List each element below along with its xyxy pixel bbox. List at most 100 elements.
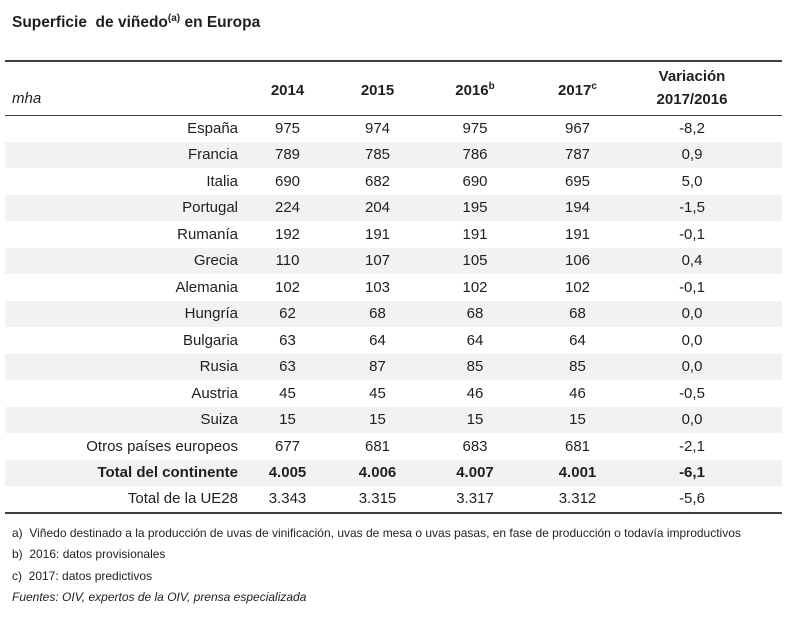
row-label: Rumanía — [177, 225, 238, 243]
year-value: 110 — [275, 252, 300, 270]
year-value: 194 — [564, 199, 591, 217]
year-value: 68 — [369, 305, 386, 323]
year-value: 64 — [569, 331, 586, 349]
row-label: Portugal — [182, 199, 238, 217]
table-row: Otros países europeos 677 681 683 681 -2,1 — [5, 433, 782, 460]
year-value: 785 — [364, 146, 391, 164]
year-value: 4.006 — [358, 464, 397, 482]
table-row: Bulgaria 63 64 64 64 0,0 — [5, 327, 782, 354]
col-header-2015: 2015 — [330, 61, 425, 116]
row-label: Italia — [206, 172, 238, 190]
year-value: 192 — [274, 225, 301, 243]
year-label: 2017 — [558, 81, 592, 99]
row-label: Francia — [187, 146, 238, 164]
variation-value: -1,5 — [679, 199, 705, 217]
table-row: Total del continente 4.005 4.006 4.007 4.001… — [5, 459, 782, 487]
year-value: 103 — [364, 278, 391, 296]
table-row: Total de la UE28 3.343 3.315 3.317 3.312 -5,6 — [5, 486, 782, 513]
table-row: Rusia 63 87 85 85 0,0 — [5, 353, 782, 381]
year-value: 191 — [364, 225, 391, 243]
year-value: 4.007 — [456, 464, 494, 482]
year-value: 3.315 — [358, 490, 397, 508]
variation-value: 0,0 — [681, 305, 703, 323]
footnote-c: c) 2017: datos predictivos — [12, 568, 153, 583]
row-label: Otros países europeos — [86, 437, 238, 455]
table-row: Alemania 102 103 102 102 -0,1 — [5, 274, 782, 301]
year-value: 681 — [364, 437, 391, 455]
variation-value: -0,1 — [679, 278, 705, 296]
row-label: Alemania — [175, 278, 238, 296]
year-value: 46 — [569, 384, 586, 402]
variation-value: -2,1 — [679, 437, 705, 455]
year-value: 68 — [569, 305, 586, 323]
year-value: 690 — [274, 172, 301, 190]
year-value: 682 — [364, 172, 391, 190]
table-row: Grecia 110 107 105 106 0,4 — [5, 247, 782, 275]
variation-value: -0,5 — [679, 384, 705, 402]
year-value: 107 — [364, 252, 391, 270]
table-row: Hungría 62 68 68 68 0,0 — [5, 300, 782, 328]
year-value: 3.343 — [268, 490, 307, 508]
variation-value: 0,9 — [681, 146, 703, 164]
year-value: 102 — [274, 278, 301, 296]
year-value: 204 — [364, 199, 391, 217]
report-page: Superficie de viñedo(a) en Europa mha 20… — [5, 8, 782, 609]
year-value: 106 — [564, 252, 591, 270]
year-value: 224 — [274, 199, 301, 217]
year-value: 191 — [462, 225, 488, 243]
row-label: Suiza — [200, 411, 238, 429]
col-header-2017: 2017c — [525, 61, 630, 116]
variation-label-line1: Variación — [658, 68, 726, 86]
variation-value: -5,6 — [679, 490, 705, 508]
variation-value: 0,4 — [681, 252, 703, 270]
table-row: Francia 789 785 786 787 0,9 — [5, 141, 782, 169]
year-value: 15 — [466, 411, 484, 429]
year-value: 789 — [274, 146, 301, 164]
title-footnote-marker: (a) — [167, 13, 181, 24]
year-value: 3.312 — [558, 490, 597, 508]
year-value: 62 — [279, 305, 296, 323]
table-row: Rumanía 192 191 191 191 -0,1 — [5, 221, 782, 248]
variation-value: -0,1 — [679, 225, 705, 243]
year-value: 87 — [369, 358, 386, 376]
unit-label: mha — [5, 61, 245, 116]
year-value: 15 — [569, 411, 586, 429]
page-title: Superficie de viñedo(a) en Europa — [5, 8, 782, 34]
col-header-2016: 2016b — [425, 61, 525, 116]
table-row: Suiza 15 15 15 15 0,0 — [5, 406, 782, 434]
row-label: Austria — [191, 384, 238, 402]
year-value: 3.317 — [456, 490, 494, 508]
table-row: Italia 690 682 690 695 5,0 — [5, 168, 782, 195]
footnote-marker: c — [591, 80, 597, 92]
year-value: 681 — [564, 437, 591, 455]
variation-value: 5,0 — [681, 172, 703, 190]
footnote-marker: b — [488, 80, 495, 92]
table-header: mha 2014 2015 2016b 2017c Variación 2017/… — [5, 61, 782, 116]
col-header-variation: Variación 2017/2016 — [630, 61, 782, 116]
title-suffix: en Europa — [180, 14, 261, 32]
variation-value: -8,2 — [679, 120, 705, 138]
year-value: 102 — [462, 278, 488, 296]
year-value: 195 — [462, 199, 488, 217]
year-value: 4.001 — [558, 464, 597, 482]
table-body: España 975 974 975 967 -8,2 Francia 789 785 786 78… — [5, 115, 782, 513]
vineyard-surface-table: mha 2014 2015 2016b 2017c Variación 2017/… — [5, 60, 782, 514]
variation-value: 0,0 — [681, 358, 703, 376]
row-label: Bulgaria — [182, 331, 238, 349]
row-label: Grecia — [193, 252, 238, 270]
variation-value: 0,0 — [681, 411, 703, 429]
footnotes: a) Viñedo destinado a la producción de u… — [5, 523, 782, 609]
year-value: 68 — [466, 305, 484, 323]
footnote-a: a) Viñedo destinado a la producción de u… — [12, 525, 741, 540]
row-label: España — [187, 120, 238, 138]
year-value: 85 — [569, 358, 586, 376]
year-value: 64 — [466, 331, 484, 349]
year-value: 102 — [564, 278, 591, 296]
row-label: Rusia — [199, 358, 238, 376]
table-row: España 975 974 975 967 -8,2 — [5, 115, 782, 142]
footnote-b: b) 2016: datos provisionales — [12, 547, 166, 562]
year-value: 191 — [564, 225, 591, 243]
table-row: Portugal 224 204 195 194 -1,5 — [5, 194, 782, 222]
year-value: 85 — [466, 358, 484, 376]
year-value: 15 — [369, 411, 386, 429]
